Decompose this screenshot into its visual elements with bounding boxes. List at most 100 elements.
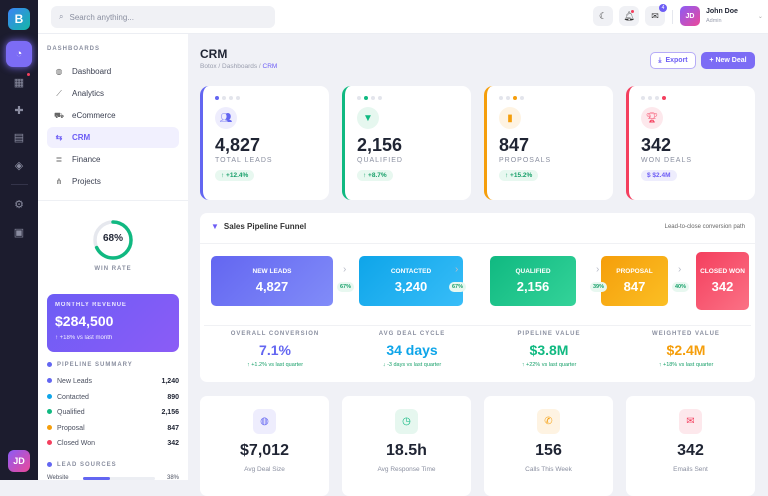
stat-value: 156 — [535, 442, 562, 459]
sidebar-item-ecommerce[interactable]: ⛟ eCommerce — [47, 105, 179, 126]
main-content: CRM Botox / Dashboards / CRM ⤓ Export + N… — [188, 34, 768, 496]
breadcrumb-item[interactable]: Dashboards — [222, 63, 258, 70]
stat-label: Calls This Week — [525, 466, 572, 473]
export-button[interactable]: ⤓ Export — [650, 52, 696, 69]
indicator-dot — [648, 96, 652, 100]
section-title-text: PIPELINE SUMMARY — [57, 362, 133, 368]
gauge-icon: ◍ — [55, 67, 63, 76]
messages-button[interactable]: ✉ 4 — [645, 4, 667, 26]
file-icon[interactable]: ▤ — [13, 131, 25, 144]
pipeline-value: 847 — [167, 424, 179, 432]
export-label: Export — [665, 57, 688, 64]
status-dot — [47, 409, 52, 414]
funnel-subtitle: Lead-to-close conversion path — [664, 224, 745, 230]
nav-label: Projects — [72, 177, 101, 186]
kpi-change-badge: ↑ +8.7% — [357, 170, 393, 181]
puzzle-icon[interactable]: ✚ — [14, 104, 24, 117]
funnel-header: ▼ Sales Pipeline Funnel — [211, 222, 306, 231]
kpi-dots — [499, 96, 601, 100]
stage-name: QUALIFIED — [515, 268, 551, 275]
indicator-dot — [655, 96, 659, 100]
notification-dot — [631, 10, 634, 13]
metric-change: ↑ +22% vs last quarter — [521, 362, 577, 368]
pipeline-row: Closed Won 342 — [47, 440, 179, 447]
top-bar: ⌕ Search anything... ☾ 🔔︎ ✉ 4 JD John Doe A… — [38, 0, 768, 34]
coins-icon: ≣ — [55, 155, 63, 164]
conversion-rate-badge: 40% — [672, 282, 690, 292]
sidebar-item-dashboard[interactable]: ◍ Dashboard — [47, 61, 179, 82]
funnel-title: Sales Pipeline Funnel — [223, 222, 307, 231]
stage-value: 847 — [623, 279, 646, 294]
stat-card: ✉ 342 Emails Sent — [626, 396, 755, 496]
breadcrumb-item[interactable]: Botox — [200, 63, 217, 70]
moon-icon: ☾ — [598, 10, 608, 21]
user-avatar: JD — [680, 6, 700, 26]
kpi-change-badge: ↑ +12.4% — [215, 170, 255, 181]
rail-avatar[interactable]: JD — [8, 450, 30, 472]
funnel-stage[interactable]: QUALIFIED 2,156 — [490, 256, 576, 306]
book-icon[interactable]: ▣ — [13, 226, 25, 239]
icon-rail: B ◔ ▦ ✚ ▤ ◈ ⚙ ▣ JD — [0, 0, 38, 480]
dashboard-icon[interactable]: ◔ — [6, 41, 32, 67]
pipeline-value: 1,240 — [161, 378, 179, 385]
pipeline-label-wrap: Contacted — [47, 393, 89, 401]
nav-label: eCommerce — [72, 111, 116, 120]
chevron-right-icon: › — [455, 264, 459, 275]
funnel-stage[interactable]: PROPOSAL 847 — [601, 256, 668, 306]
pipeline-label-wrap: New Leads — [47, 378, 92, 385]
filter-icon: ▼ — [357, 107, 379, 129]
chevron-right-icon: › — [343, 264, 347, 275]
sidebar-item-analytics[interactable]: ⟋ Analytics — [47, 83, 179, 104]
chevron-right-icon: › — [678, 264, 682, 275]
metric-change: ↑ +18% vs last quarter — [658, 362, 714, 368]
funnel-stage[interactable]: CLOSED WON 342 — [696, 252, 749, 310]
kpi-label: QUALIFIED — [357, 157, 403, 164]
indicator-dot — [506, 96, 510, 100]
stat-label: Avg Deal Size — [244, 466, 285, 473]
indicator-dot — [371, 96, 375, 100]
sidebar-item-crm[interactable]: ⇆ CRM — [47, 127, 179, 148]
cart-icon: ⛟ — [54, 110, 65, 120]
pipeline-row: Qualified 2,156 — [47, 409, 179, 416]
dark-mode-toggle[interactable]: ☾ — [593, 6, 613, 26]
section-icon — [47, 462, 52, 467]
funnel-stage[interactable]: NEW LEADS 4,827 — [211, 256, 333, 306]
shield-icon[interactable]: ◈ — [14, 159, 24, 172]
clock-icon: ◷ — [395, 409, 418, 434]
user-name: John Doe — [706, 8, 738, 15]
grid-icon[interactable]: ▦ — [13, 76, 25, 89]
metric-label: WEIGHTED VALUE — [652, 331, 720, 337]
metric-value: $3.8M — [529, 342, 569, 358]
kpi-card: ▮ 847 PROPOSALS ↑ +15.2% — [484, 86, 613, 200]
metric-label: PIPELINE VALUE — [517, 331, 581, 337]
pipeline-value: 342 — [167, 440, 179, 447]
pipeline-value: 890 — [167, 393, 179, 401]
nav-label: Analytics — [72, 89, 105, 98]
phone-icon: ✆ — [537, 409, 560, 434]
stage-name: CLOSED WON — [700, 268, 745, 275]
brand-logo[interactable]: B — [8, 8, 30, 30]
metric-label: OVERALL CONVERSION — [230, 331, 320, 337]
conversion-rate-badge: 67% — [449, 282, 467, 292]
revenue-label: MONTHLY REVENUE — [55, 302, 127, 308]
pipeline-row: Proposal 847 — [47, 424, 179, 432]
new-deal-button[interactable]: + New Deal — [701, 52, 755, 69]
sidebar-item-finance[interactable]: ≣ Finance — [47, 149, 179, 170]
search-input[interactable]: ⌕ Search anything... — [51, 6, 275, 28]
chevron-down-icon: ⌄ — [757, 13, 763, 20]
status-dot — [47, 440, 52, 445]
funnel-stage[interactable]: CONTACTED 3,240 — [359, 256, 463, 306]
stage-value: 4,827 — [255, 279, 289, 294]
pipeline-row: Contacted 890 — [47, 393, 179, 401]
notifications-button[interactable]: 🔔︎ — [619, 6, 639, 26]
users-icon: 👥︎ — [215, 107, 237, 129]
user-menu[interactable]: JD John Doe Admin ⌄ — [680, 6, 763, 26]
sidebar-item-projects[interactable]: ⋔ Projects — [47, 171, 179, 192]
revenue-change: ↑ +18% vs last month — [55, 335, 113, 341]
chevron-right-icon: › — [596, 264, 600, 275]
pipeline-label: Proposal — [57, 424, 85, 432]
section-title-text: LEAD SOURCES — [57, 462, 117, 468]
indicator-dot — [236, 96, 240, 100]
win-rate-ring — [93, 220, 133, 260]
gear-icon[interactable]: ⚙ — [14, 198, 24, 211]
